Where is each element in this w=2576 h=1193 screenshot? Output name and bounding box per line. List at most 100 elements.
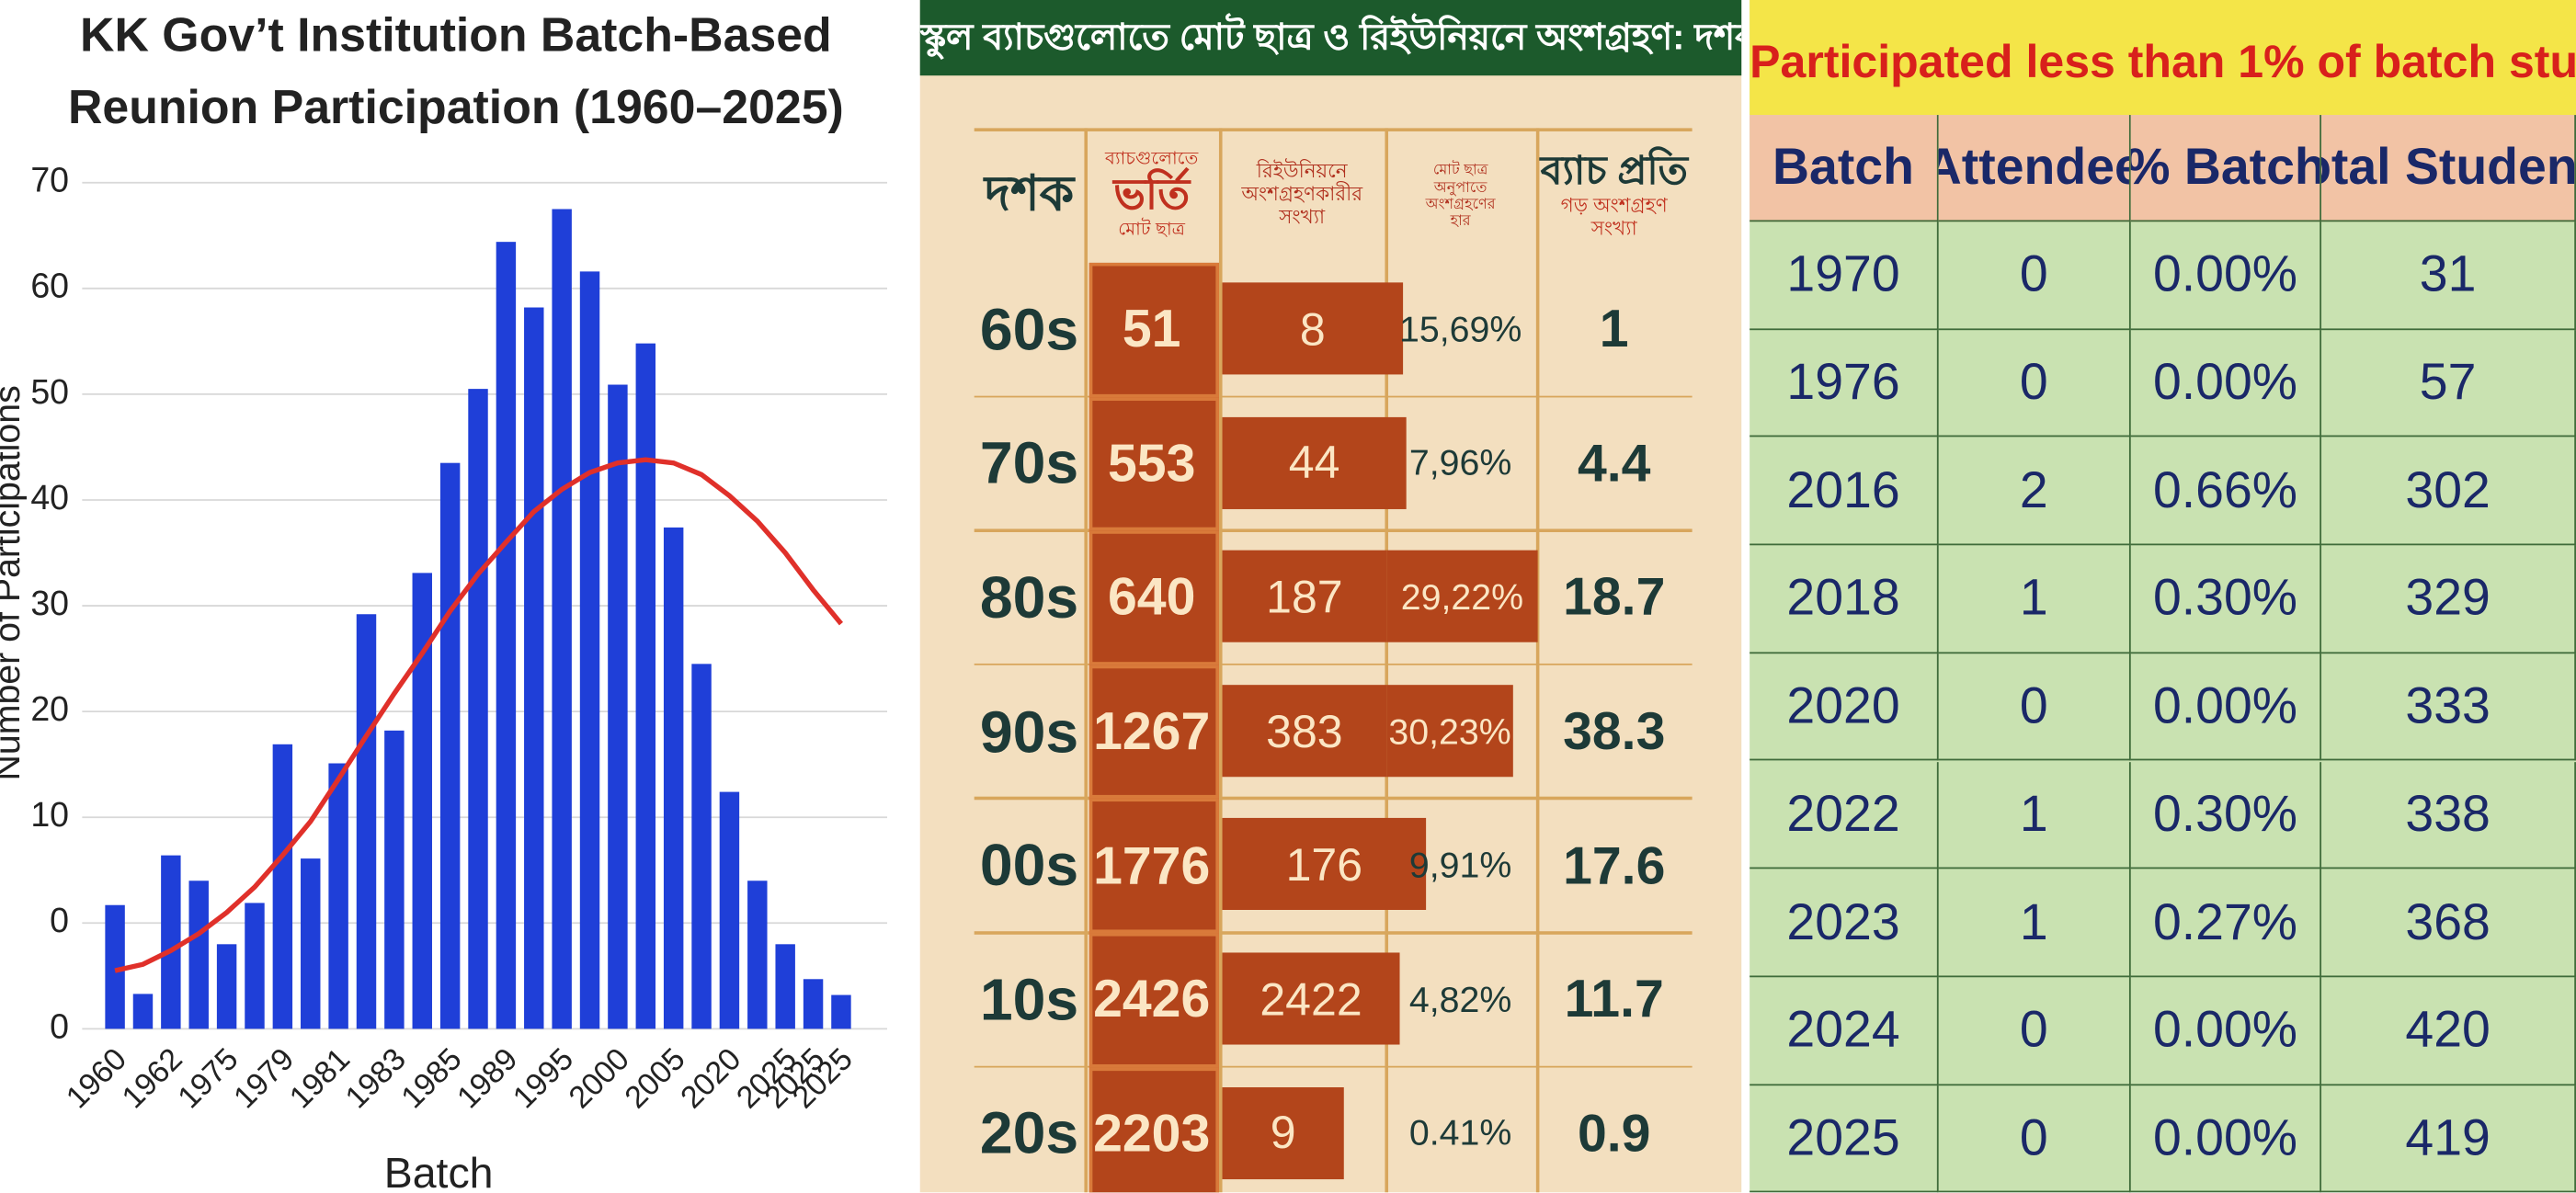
column-fill [1089, 665, 1219, 800]
table-cell: 1 [1938, 869, 2131, 978]
table-cell: 7,96% [1408, 442, 1512, 484]
table-cell: 0.30% [2130, 761, 2322, 869]
table-cell: 0 [1938, 222, 2131, 330]
bar [719, 791, 740, 1029]
table-cell: 15,69% [1398, 308, 1522, 350]
header-line: অনুপাতে [1433, 178, 1487, 196]
bar [775, 944, 795, 1029]
decade-table-panel: স্কুল ব্যাচগুলোতে মোট ছাত্র ও রিইউনিয়নে… [919, 0, 1742, 1193]
column-fill [1089, 396, 1219, 531]
table-cell: 29,22% [1400, 576, 1524, 618]
column-header: ব্যাচ প্রতি গড় অংশগ্রহণ সংখ্যা [1536, 128, 1693, 263]
table-cell: 333 [2321, 653, 2576, 762]
bar [245, 903, 265, 1029]
value-bar [1222, 550, 1387, 643]
header-line: সংখ্যা [1279, 205, 1326, 229]
bar [272, 744, 293, 1029]
rule [1218, 128, 1222, 1193]
x-tick-label: 2000 [563, 1041, 636, 1115]
column-fill [1089, 530, 1219, 665]
table-cell: 2023 [1750, 869, 1939, 978]
bar [439, 462, 461, 1029]
table-cell: 0.30% [2130, 545, 2322, 653]
rule [974, 394, 1693, 398]
x-tick-label: 1985 [394, 1041, 468, 1115]
bar [188, 881, 209, 1029]
header-line: সংখ্যা [1590, 216, 1637, 240]
table-cell: 0 [1938, 1085, 2131, 1193]
table-cell: 2022 [1750, 761, 1939, 869]
y-tick-label: 40 [30, 478, 69, 517]
table-cell: 2422 [1260, 973, 1362, 1025]
bar [663, 527, 684, 1029]
table-cell: 90s [979, 697, 1079, 766]
bar [803, 979, 824, 1029]
value-bar [1222, 1086, 1344, 1179]
bar [468, 389, 488, 1029]
x-tick-label: 1989 [450, 1041, 524, 1115]
table-cell: 0.00% [2130, 653, 2322, 762]
table-cell: 0.00% [2130, 329, 2322, 438]
table-cell: 51 [1122, 299, 1181, 359]
column-fill [1089, 933, 1219, 1067]
trend-line [114, 457, 844, 973]
table-cell: 80s [979, 562, 1079, 631]
table-cell: 2203 [1093, 1103, 1211, 1164]
bar [161, 855, 181, 1029]
column-fill [1089, 1066, 1219, 1193]
value-bar [1222, 416, 1407, 509]
table-cell: 302 [2321, 437, 2576, 546]
table-cell: 1970 [1750, 222, 1939, 330]
table-cell: 57 [2321, 329, 2576, 438]
header-line: গড় অংশগ্রহণ [1560, 193, 1668, 217]
value-bar [1222, 818, 1427, 911]
table-cell: 0.66% [2130, 437, 2322, 546]
x-tick-label: 1960 [60, 1041, 133, 1115]
table-cell: 4.4 [1577, 433, 1651, 493]
y-tick-label: 10 [30, 795, 69, 834]
column-header: মোট ছাত্র অনুপাতে অংশগ্রহণের হার [1385, 128, 1535, 263]
x-tick-label: 2005 [618, 1041, 691, 1115]
table-cell: 10s [979, 965, 1079, 1033]
value-bar [1222, 952, 1400, 1045]
table-cell: 2016 [1750, 437, 1939, 546]
x-tick-label: 1975 [171, 1041, 245, 1115]
bar [579, 271, 600, 1029]
rule [974, 797, 1693, 801]
table-cell: 44 [1288, 437, 1340, 489]
x-tick-label: 1981 [283, 1041, 357, 1115]
table-cell: 9 [1270, 1108, 1296, 1159]
y-tick-label: 70 [30, 161, 69, 199]
bar [356, 614, 377, 1029]
bar [747, 881, 768, 1029]
rule [974, 128, 1693, 131]
table-cell: 1267 [1093, 701, 1211, 761]
table-cell: 1776 [1093, 835, 1211, 895]
bar [635, 343, 656, 1029]
table-cell: 9,91% [1408, 844, 1512, 886]
rule [1084, 128, 1088, 1193]
bar [496, 242, 517, 1029]
column-header: রিইউনিয়নে অংশগ্রহণকারীর সংখ্যা [1219, 128, 1385, 263]
bar [831, 994, 851, 1029]
header-line: অংশগ্রহণের [1425, 195, 1496, 212]
x-tick-label: 1962 [116, 1041, 189, 1115]
bar [132, 994, 154, 1029]
column-header: Attendee [1938, 115, 2131, 222]
table-cell: 640 [1107, 567, 1196, 627]
table-cell: 20s [979, 1099, 1079, 1167]
y-axis-label: Number of Participations [0, 385, 28, 780]
x-tick-label: 1983 [339, 1041, 413, 1115]
bar [328, 763, 348, 1029]
table-cell: 0.00% [2130, 222, 2322, 330]
table-cell: 0.00% [2130, 977, 2322, 1085]
bar [524, 307, 544, 1029]
table-cell: 420 [2321, 977, 2576, 1085]
table-cell: 1976 [1750, 329, 1939, 438]
value-bar [1386, 684, 1513, 777]
header-line: রিইউনিয়নে [1256, 159, 1348, 183]
table-cell: 60s [979, 295, 1079, 363]
header-line: মোট ছাত্র [1432, 161, 1488, 178]
table-cell: 17.6 [1563, 835, 1666, 895]
